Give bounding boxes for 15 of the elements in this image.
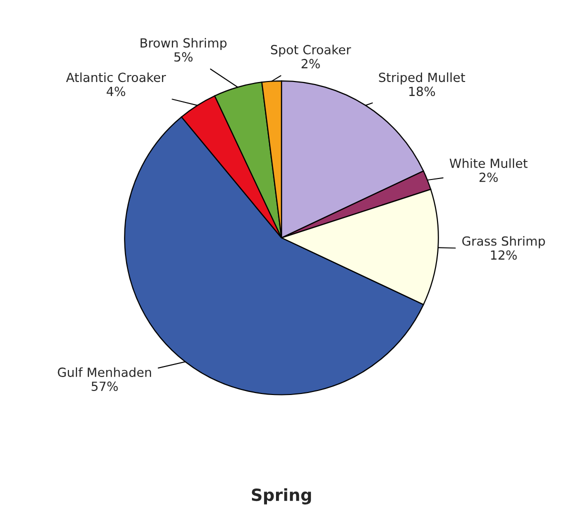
slice-label: Atlantic Croaker: [66, 72, 166, 82]
data-label: 12%: [491, 250, 517, 260]
slice-label: Grass Shrimp: [462, 236, 545, 248]
slice-label: Striped Mullet: [378, 72, 466, 85]
slice-label: Brown Shrimp: [140, 38, 227, 50]
data-label: 2%: [302, 58, 320, 68]
data-label: 4%: [106, 86, 126, 96]
data-label: 18%: [409, 86, 435, 96]
data-label: 57%: [92, 382, 118, 391]
slice-label: White Mullet: [450, 158, 528, 168]
slice-label: Gulf Menhaden: [58, 367, 152, 378]
data-label: 5%: [174, 52, 193, 62]
text: Spring: [252, 488, 311, 504]
slice-label: Spot Croaker: [270, 44, 352, 57]
data-label: 2%: [480, 172, 498, 182]
